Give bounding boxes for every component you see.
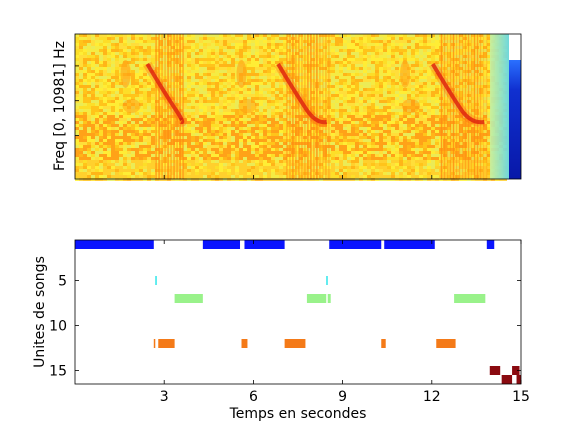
song-unit-bar (158, 339, 175, 348)
song-unit-bar (384, 240, 435, 249)
spectrogram-faint-burst (400, 60, 411, 88)
spectrogram-axes-frame (74, 33, 522, 180)
song-unit-bar (489, 366, 501, 375)
song-unit-bar (306, 294, 327, 303)
song-unit-1-series (75, 240, 495, 249)
spectrogram-loud-segment (143, 34, 187, 179)
spectrogram-faint-burst (120, 60, 131, 88)
spectrogram-faint-burst (236, 60, 247, 88)
song-unit-bar (329, 240, 382, 249)
song-unit-bar (174, 294, 203, 303)
units-ticks: 3 6 9 12 15 5 10 15 (49, 240, 530, 405)
song-unit-bar (202, 240, 241, 249)
song-unit-15-series (489, 366, 520, 375)
units-ytick-label: 5 (58, 274, 67, 290)
song-units-panel: 3 6 9 12 15 5 10 15 Unites de songs Temps en se… (32, 239, 530, 422)
song-unit-bar (244, 240, 285, 249)
song-unit-bar (155, 276, 157, 285)
song-unit-bar (454, 294, 486, 303)
song-unit-bar (241, 339, 248, 348)
song-unit-bar (153, 339, 156, 348)
song-unit-marks (75, 240, 521, 384)
units-xtick-label: 9 (338, 389, 347, 405)
spectrogram-ylabel: Freq [0, 10981] Hz (52, 41, 68, 171)
units-xtick-label: 15 (512, 389, 530, 405)
song-unit-7-series (174, 294, 486, 303)
song-unit-bar (75, 240, 154, 249)
song-unit-5-series (155, 276, 328, 285)
units-axes-frame (74, 239, 522, 385)
units-xtick-label: 6 (249, 389, 258, 405)
spectrogram-ticks (75, 34, 433, 179)
song-unit-bar (516, 375, 521, 384)
spectrogram-panel: Freq [0, 10981] Hz (52, 33, 522, 181)
spectrogram-faint-bursts (120, 60, 421, 113)
song-unit-bar (436, 339, 456, 348)
song-unit-bar (284, 339, 306, 348)
spectrogram-texture (75, 34, 507, 181)
units-ytick-label: 10 (49, 319, 67, 335)
spectrogram-loud-segment (428, 34, 488, 179)
units-ytick-label: 15 (49, 364, 67, 380)
spectrogram-image (75, 34, 521, 181)
song-unit-12-series (153, 339, 456, 348)
song-unit-bar (326, 276, 328, 285)
spectrogram-loud-segment (274, 34, 330, 179)
units-ylabel: Unites de songs (32, 256, 48, 368)
units-xtick-label: 12 (423, 389, 441, 405)
units-xlabel: Temps en secondes (229, 406, 367, 422)
song-unit-bar (486, 240, 495, 249)
spectrogram-colorbar (490, 34, 521, 179)
spectrogram-loud-segments (143, 34, 488, 179)
song-unit-bar (512, 366, 520, 375)
units-xtick-label: 3 (160, 389, 169, 405)
song-unit-16-series (501, 375, 521, 384)
song-unit-bar (501, 375, 513, 384)
song-unit-bar (381, 339, 386, 348)
song-unit-bar (327, 294, 331, 303)
